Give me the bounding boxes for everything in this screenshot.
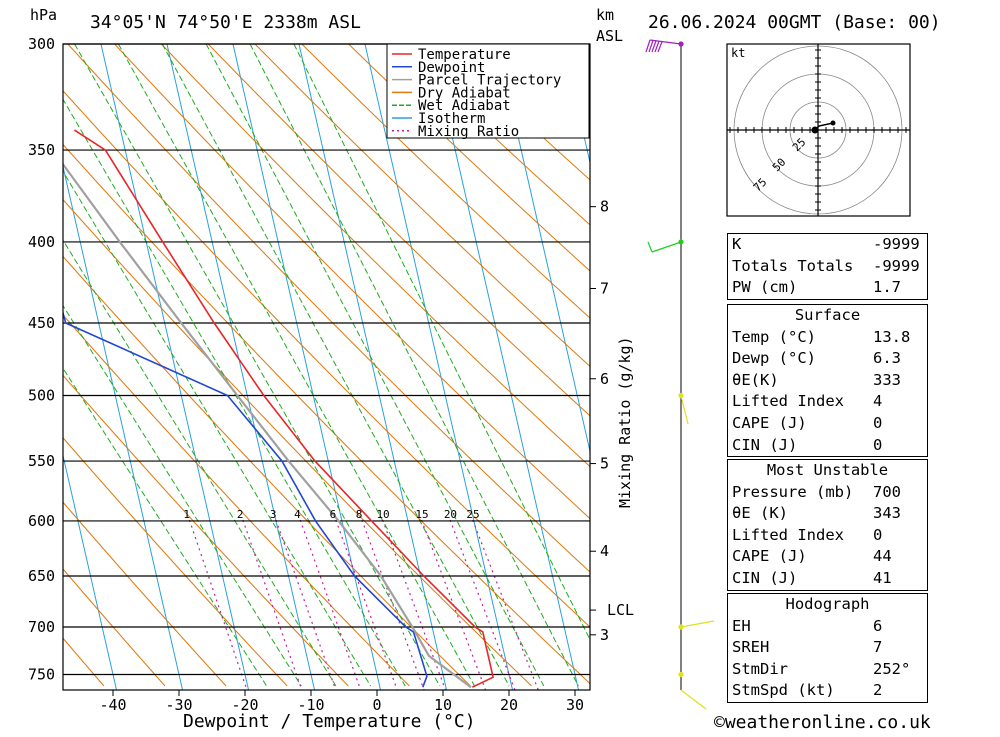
mixing-ratio-line bbox=[383, 520, 446, 690]
wind-profile bbox=[646, 40, 714, 709]
surface-title: Surface bbox=[728, 305, 927, 327]
pressure-tick-label: 300 bbox=[28, 35, 55, 53]
hodograph-unit: kt bbox=[731, 46, 745, 60]
dry-adiabat-line bbox=[0, 44, 532, 686]
table-row: CAPE (J)44 bbox=[728, 546, 927, 568]
asl-label: ASL bbox=[596, 27, 623, 45]
pressure-tick-label: 700 bbox=[28, 618, 55, 636]
mixing-ratio-line bbox=[362, 520, 424, 690]
km-tick-label: 8 bbox=[600, 198, 609, 216]
km-tick-label: 4 bbox=[600, 542, 609, 560]
wind-barb-shaft bbox=[681, 690, 706, 709]
mixing-ratio-label: 25 bbox=[466, 508, 479, 521]
pressure-tick-label: 500 bbox=[28, 386, 55, 404]
mixing-ratio-label: 20 bbox=[444, 508, 457, 521]
isotherm-line bbox=[101, 44, 249, 690]
x-tick-label: 30 bbox=[566, 696, 584, 714]
wet-adiabat-line bbox=[118, 44, 474, 686]
most-unstable-table: Most Unstable Pressure (mb)700 θE (K)343… bbox=[727, 459, 928, 591]
isotherm-line bbox=[0, 44, 117, 690]
km-label: km bbox=[596, 6, 614, 24]
mixing-ratio-line bbox=[276, 520, 336, 690]
table-row: Pressure (mb)700 bbox=[728, 482, 927, 504]
isotherm-line bbox=[563, 44, 711, 690]
dry-adiabat-line bbox=[21, 44, 654, 686]
pressure-tick-label: 650 bbox=[28, 567, 55, 585]
dry-adiabat-line bbox=[0, 44, 165, 686]
wind-barb-shaft bbox=[681, 396, 688, 424]
wet-adiabat-line bbox=[31, 44, 406, 686]
km-tick-label: LCL bbox=[607, 601, 634, 619]
table-row: K-9999 bbox=[728, 234, 927, 256]
copyright: ©weatheronline.co.uk bbox=[714, 712, 931, 733]
table-row: CAPE (J)0 bbox=[728, 413, 927, 435]
wind-barb-flag bbox=[648, 242, 652, 252]
km-tick-label: 3 bbox=[600, 626, 609, 644]
pressure-tick-label: 350 bbox=[28, 141, 55, 159]
location-title: 34°05'N 74°50'E 2338m ASL bbox=[90, 12, 361, 33]
isotherm-line bbox=[167, 44, 315, 690]
pressure-unit-label: hPa bbox=[30, 6, 57, 24]
surface-table: Surface Temp (°C)13.8 Dewp (°C)6.3 θE(K)… bbox=[727, 304, 928, 457]
mixing-ratio-line bbox=[243, 520, 302, 690]
indices-table: K-9999 Totals Totals-9999 PW (cm)1.7 bbox=[727, 233, 928, 300]
mixing-ratio-label: 15 bbox=[415, 508, 428, 521]
table-row: θE(K)333 bbox=[728, 370, 927, 392]
table-row: Totals Totals-9999 bbox=[728, 256, 927, 278]
mixing-ratio-label: 8 bbox=[356, 508, 363, 521]
datetime-title: 26.06.2024 00GMT (Base: 00) bbox=[648, 12, 941, 33]
mixing-ratio-label: 1 bbox=[183, 508, 190, 521]
x-tick-label: -40 bbox=[99, 696, 126, 714]
hodograph-title: Hodograph bbox=[728, 594, 927, 616]
mixing-ratio-label: 6 bbox=[330, 508, 337, 521]
mixing-ratio-label: 3 bbox=[270, 508, 277, 521]
pressure-tick-label: 400 bbox=[28, 233, 55, 251]
table-row: Temp (°C)13.8 bbox=[728, 327, 927, 349]
most-unstable-title: Most Unstable bbox=[728, 460, 927, 482]
table-row: PW (cm)1.7 bbox=[728, 277, 927, 299]
wind-level-dot bbox=[678, 672, 683, 677]
wind-barb-shaft bbox=[652, 242, 681, 252]
pressure-tick-label: 550 bbox=[28, 452, 55, 470]
x-tick-label: 20 bbox=[500, 696, 518, 714]
km-tick-label: 7 bbox=[600, 279, 609, 297]
isotherm-line bbox=[431, 44, 579, 690]
pressure-tick-label: 750 bbox=[28, 665, 55, 683]
pressure-tick-label: 450 bbox=[28, 314, 55, 332]
mixing-ratio-label: 2 bbox=[237, 508, 244, 521]
table-row: CIN (J)41 bbox=[728, 568, 927, 590]
km-tick-label: 6 bbox=[600, 370, 609, 388]
km-tick-label: 5 bbox=[600, 455, 609, 473]
hodograph-point bbox=[831, 121, 836, 126]
wet-adiabat-line bbox=[250, 44, 578, 686]
mixing-ratio-line bbox=[189, 520, 246, 690]
hodograph-storm-dot bbox=[812, 127, 819, 134]
profiles bbox=[0, 44, 493, 687]
table-row: Dewp (°C)6.3 bbox=[728, 348, 927, 370]
mixing-ratio-axis-label: Mixing Ratio (g/kg) bbox=[616, 336, 634, 508]
profile-temperature bbox=[74, 130, 493, 687]
x-axis-title: Dewpoint / Temperature (°C) bbox=[183, 711, 476, 732]
legend-label: Mixing Ratio bbox=[418, 124, 519, 140]
pressure-tick-label: 600 bbox=[28, 512, 55, 530]
mixing-ratio-label: 4 bbox=[294, 508, 301, 521]
wind-level-dot bbox=[678, 239, 683, 244]
table-row: StmSpd (kt)2 bbox=[728, 680, 927, 702]
table-row: CIN (J)0 bbox=[728, 435, 927, 457]
table-row: θE (K)343 bbox=[728, 503, 927, 525]
wind-barb-shaft bbox=[681, 621, 714, 627]
mixing-ratio-label: 10 bbox=[376, 508, 389, 521]
